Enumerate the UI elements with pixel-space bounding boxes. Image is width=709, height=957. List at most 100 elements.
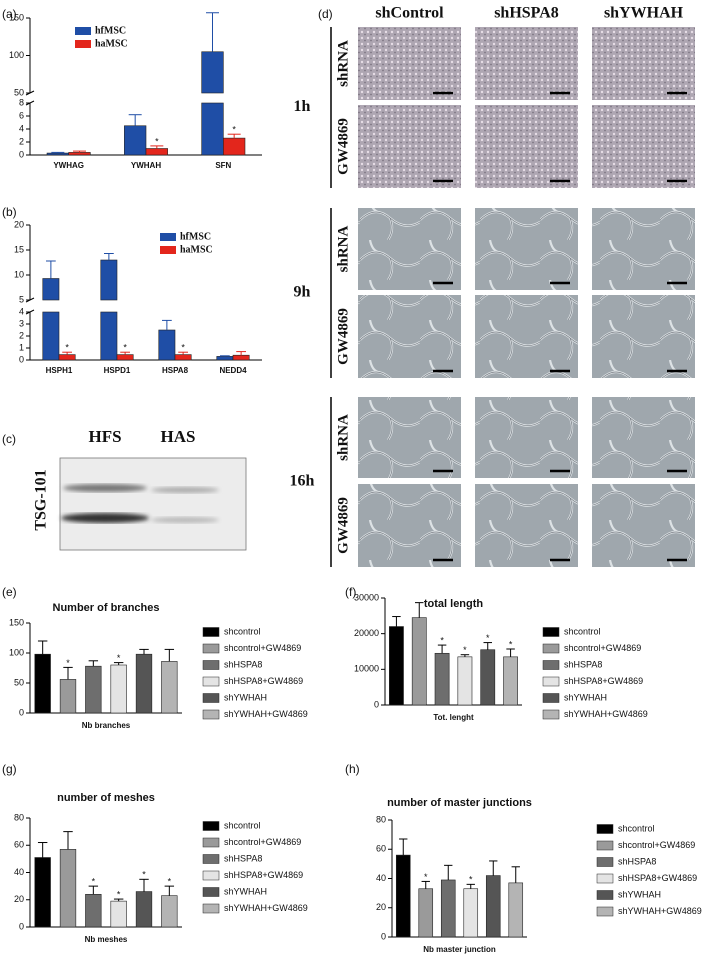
micrograph-texture (592, 295, 695, 378)
bar (158, 329, 176, 361)
legend-swatch (596, 857, 614, 867)
bar (135, 891, 153, 928)
legend-label: shcontrol (618, 823, 655, 833)
y-tick-label: 50 (14, 87, 24, 97)
legend-label: shYWHAH (618, 889, 661, 899)
bar (100, 311, 118, 361)
blot-band (63, 484, 147, 492)
significance: * (92, 877, 96, 887)
significance: * (181, 343, 185, 353)
y-tick-label: 5 (19, 294, 24, 304)
bar (508, 882, 524, 938)
micrograph-texture (592, 397, 695, 478)
legend-label: haMSC (180, 244, 213, 255)
y-tick-label: 10000 (354, 664, 379, 674)
time-label: 16h (290, 473, 315, 490)
significance: * (440, 635, 444, 645)
blot-frame (59, 457, 247, 551)
x-tick-label: SFN (215, 161, 231, 170)
legend-swatch (542, 709, 560, 720)
significance: * (142, 870, 146, 880)
time-label: 1h (294, 98, 311, 115)
bar (58, 354, 76, 361)
micrograph-texture (358, 397, 461, 478)
y-tick-label: 20 (14, 219, 24, 229)
panel-label: (a) (2, 7, 17, 21)
x-axis-label: Nb master junction (423, 945, 496, 954)
bar (463, 888, 479, 938)
significance: * (232, 125, 236, 135)
micrograph-texture (475, 295, 578, 378)
micrograph-texture (358, 295, 461, 378)
legend-swatch (202, 676, 220, 687)
legend-label: shcontrol+GW4869 (564, 643, 641, 653)
bar (145, 148, 168, 156)
legend-swatch (202, 837, 220, 848)
blot-band (151, 517, 219, 523)
x-axis-label: Tot. lenght (433, 713, 474, 722)
y-tick-label: 0 (374, 699, 379, 709)
legend-swatch (202, 693, 220, 703)
time-label: 9h (294, 284, 311, 301)
micrograph-texture (475, 397, 578, 478)
legend-label: shYWHAH (224, 886, 267, 896)
legend-swatch (596, 840, 614, 851)
y-tick-label: 1 (19, 342, 24, 352)
bar (124, 125, 147, 156)
bar (223, 137, 246, 156)
bar (135, 653, 153, 714)
significance: * (424, 872, 428, 882)
legend-label: shHSPA8+GW4869 (618, 873, 697, 883)
y-tick-label: 8 (19, 97, 24, 107)
y-tick-label: 3 (19, 318, 24, 328)
micrograph-texture (475, 105, 578, 188)
significance: * (463, 645, 467, 655)
bar (395, 854, 411, 938)
micrograph-texture (358, 105, 461, 188)
legend-label: shYWHAH (564, 692, 607, 702)
y-tick-label: 0 (19, 149, 24, 159)
y-tick-label: 60 (14, 840, 24, 850)
y-tick-label: 10 (14, 269, 24, 279)
legend-label: shHSPA8 (224, 853, 262, 863)
legend-swatch (202, 660, 220, 670)
y-tick-label: 6 (19, 110, 24, 120)
blot-band (151, 487, 219, 493)
x-axis-label: Nb meshes (85, 935, 128, 944)
legend-swatch (160, 233, 176, 241)
y-tick-label: 150 (9, 617, 24, 627)
blot-band (61, 513, 149, 523)
bar (161, 661, 178, 714)
column-label: shYWHAH (604, 5, 684, 22)
bar (116, 354, 134, 361)
bar (216, 356, 234, 361)
significance: * (66, 658, 70, 668)
legend-label: shHSPA8+GW4869 (564, 676, 643, 686)
legend-label: shHSPA8+GW4869 (224, 870, 303, 880)
y-tick-label: 0 (19, 707, 24, 717)
y-tick-label: 80 (376, 814, 386, 824)
lane-label: HAS (161, 427, 196, 446)
chart-title: number of meshes (57, 792, 155, 804)
y-tick-label: 40 (14, 867, 24, 877)
x-axis-label: Nb branches (82, 721, 131, 730)
legend-label: shYWHAH+GW4869 (564, 709, 648, 719)
row-label: GW4869 (335, 308, 351, 365)
legend-label: shHSPA8 (618, 856, 656, 866)
y-tick-label: 100 (9, 50, 24, 60)
legend-label: shYWHAH+GW4869 (224, 903, 308, 913)
bar (85, 665, 102, 714)
bar (161, 895, 178, 928)
micrograph-texture (475, 208, 578, 290)
bar (59, 679, 77, 714)
bar (480, 649, 496, 706)
x-tick-label: YWHAH (131, 161, 161, 170)
legend-swatch (202, 821, 220, 831)
bar (232, 354, 250, 361)
bar (201, 102, 224, 156)
significance: * (155, 136, 159, 146)
row-label: shRNA (335, 40, 351, 87)
legend-swatch (202, 854, 220, 864)
y-tick-label: 40 (376, 873, 386, 883)
